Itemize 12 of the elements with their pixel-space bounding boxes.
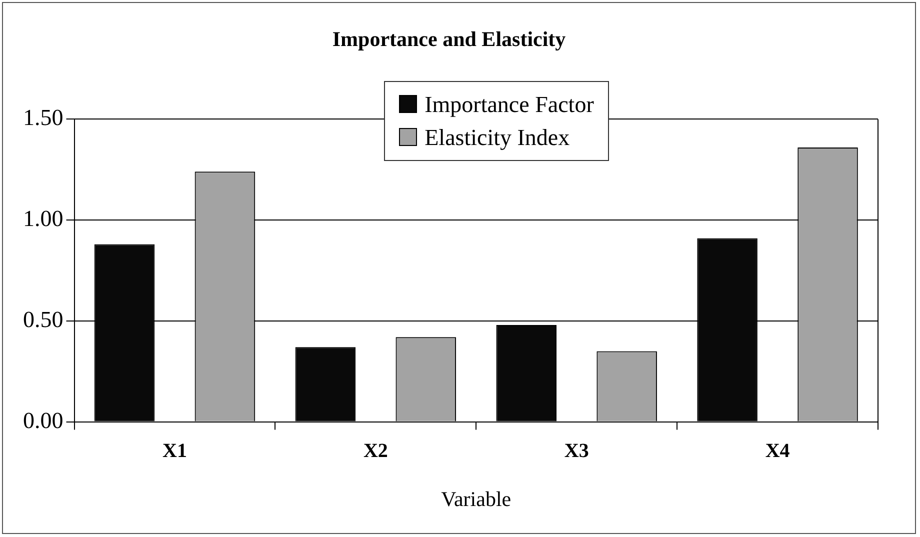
y-tick-label: 1.50 xyxy=(23,105,64,130)
y-tick-label: 0.00 xyxy=(23,408,64,433)
legend-label: Elasticity Index xyxy=(424,124,571,152)
y-tick-label: 1.00 xyxy=(23,206,64,232)
x-axis-title: Variable xyxy=(441,486,512,511)
x-tick-label: X3 xyxy=(564,440,589,462)
chart-title: Importance and Elasticity xyxy=(332,27,566,52)
x-tick-label: X2 xyxy=(363,440,388,462)
legend-label: Importance Factor xyxy=(424,91,594,120)
x-tick-label: X1 xyxy=(162,440,187,462)
y-tick-label: 0.50 xyxy=(23,306,64,332)
x-tick-label: X4 xyxy=(765,440,790,462)
